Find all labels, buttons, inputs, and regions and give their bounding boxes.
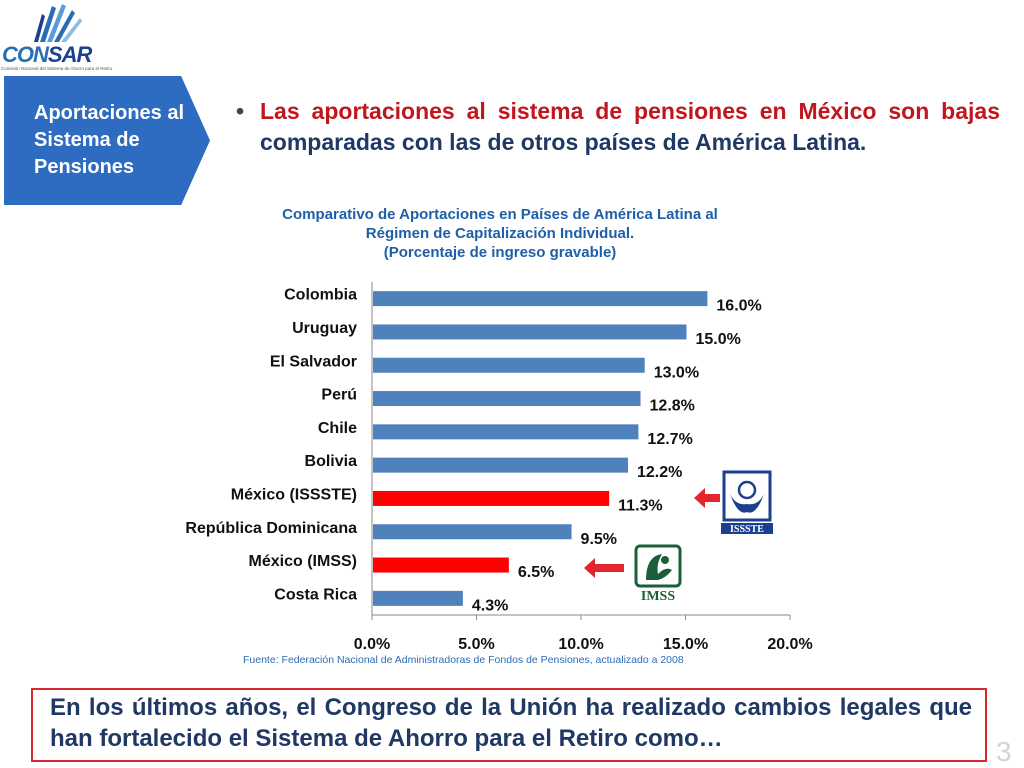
- issste-emblem-icon: ISSSTE: [721, 470, 773, 535]
- x-tick-label: 10.0%: [558, 636, 603, 653]
- category-label: Perú: [321, 387, 357, 404]
- imss-emblem-icon: IMSS: [634, 544, 682, 604]
- data-label: 13.0%: [654, 364, 699, 381]
- issste-arrow-icon: [694, 488, 720, 508]
- data-label: 6.5%: [518, 564, 554, 581]
- data-label: 12.2%: [637, 464, 682, 481]
- category-label: El Salvador: [270, 353, 357, 370]
- bar: [373, 457, 628, 473]
- note-box: [31, 688, 987, 762]
- x-tick-label: 15.0%: [663, 636, 708, 653]
- chart-title-line2: Régimen de Capitalización Individual.: [365, 225, 635, 242]
- issste-logo: ISSSTE: [718, 470, 776, 536]
- bar: [373, 391, 641, 407]
- category-label: Colombia: [284, 287, 357, 304]
- consar-logo: CONSAR Comisión Nacional del Sistema de …: [0, 0, 113, 78]
- main-bullet: • Las aportaciones al sistema de pension…: [236, 96, 1000, 158]
- bar: [373, 424, 639, 440]
- issste-label: ISSSTE: [730, 524, 764, 535]
- category-label: México (IMSS): [249, 553, 357, 570]
- data-label: 12.8%: [650, 398, 695, 415]
- bar: [373, 524, 572, 540]
- imss-label: IMSS: [641, 589, 675, 604]
- category-label: Costa Rica: [274, 586, 357, 603]
- imss-arrow-icon: [584, 558, 624, 578]
- category-label: México (ISSSTE): [231, 486, 357, 503]
- bullet-marker: •: [236, 98, 245, 124]
- chart-title-line1: Comparativo de Aportaciones en Países de…: [282, 206, 718, 223]
- category-label: República Dominicana: [185, 520, 357, 537]
- bar: [373, 324, 687, 340]
- data-label: 11.3%: [618, 497, 662, 514]
- bar: [373, 357, 645, 373]
- x-tick-label: 20.0%: [767, 636, 812, 653]
- category-label: Uruguay: [292, 320, 357, 337]
- category-label: Bolivia: [305, 453, 358, 470]
- chart-title: Comparativo de Aportaciones en Países de…: [190, 205, 810, 262]
- bar: [373, 557, 509, 573]
- imss-logo: IMSS: [632, 544, 684, 604]
- section-title: Aportaciones al Sistema de Pensiones: [34, 102, 185, 178]
- bullet-highlight: Las aportaciones al sistema de pensiones…: [260, 98, 1000, 124]
- bullet-rest: comparadas con las de otros países de Am…: [260, 129, 867, 155]
- consar-wordmark: CONSAR: [2, 42, 92, 67]
- bar: [373, 291, 708, 307]
- category-label: Chile: [318, 420, 357, 437]
- consar-subtitle: Comisión Nacional del Sistema de Ahorro …: [1, 66, 113, 71]
- section-tab: [4, 76, 210, 205]
- data-label: 16.0%: [716, 298, 761, 315]
- note-text: En los últimos años, el Congreso de la U…: [50, 694, 972, 752]
- data-label: 9.5%: [581, 531, 617, 548]
- consar-mark-icon: [34, 4, 82, 42]
- bar: [373, 490, 610, 506]
- chart-source: Fuente: Federación Nacional de Administr…: [243, 654, 684, 666]
- data-label: 4.3%: [472, 597, 508, 614]
- bar: [373, 590, 463, 606]
- data-label: 15.0%: [696, 331, 741, 348]
- x-tick-label: 0.0%: [354, 636, 390, 653]
- page-number: 3: [996, 736, 1012, 767]
- data-label: 12.7%: [647, 431, 692, 448]
- x-tick-label: 5.0%: [458, 636, 494, 653]
- chart-subtitle: (Porcentaje de ingreso gravable): [383, 244, 617, 261]
